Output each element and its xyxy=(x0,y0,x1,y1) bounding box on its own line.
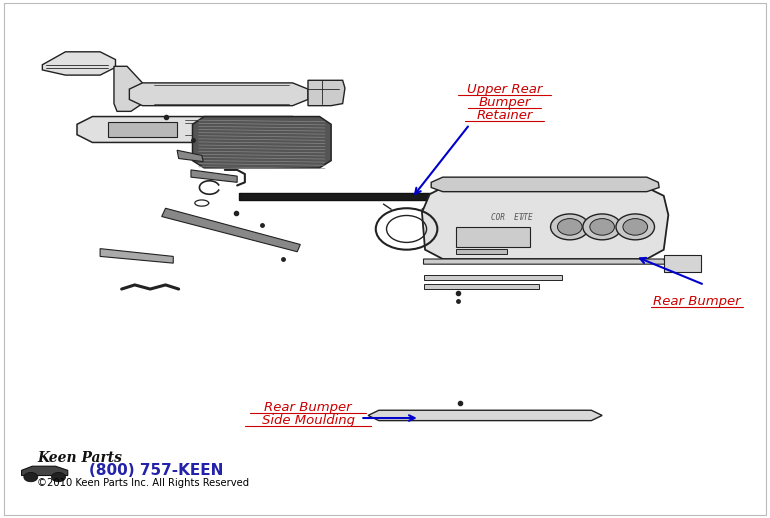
Polygon shape xyxy=(456,249,507,254)
Circle shape xyxy=(623,219,648,235)
Polygon shape xyxy=(77,117,308,142)
Polygon shape xyxy=(424,275,562,280)
Text: Side Moulding: Side Moulding xyxy=(262,414,354,427)
Polygon shape xyxy=(129,83,308,106)
Circle shape xyxy=(616,214,654,240)
Polygon shape xyxy=(424,284,539,289)
Text: Keen Parts: Keen Parts xyxy=(37,451,122,465)
Text: COR  ETTE: COR ETTE xyxy=(491,213,533,222)
Circle shape xyxy=(590,219,614,235)
Polygon shape xyxy=(192,117,331,168)
Polygon shape xyxy=(424,259,666,264)
Polygon shape xyxy=(308,80,345,106)
Polygon shape xyxy=(108,122,177,137)
Text: ©2010 Keen Parts Inc. All Rights Reserved: ©2010 Keen Parts Inc. All Rights Reserve… xyxy=(37,478,249,488)
Polygon shape xyxy=(42,52,116,75)
Circle shape xyxy=(24,472,38,482)
Polygon shape xyxy=(422,188,668,259)
Polygon shape xyxy=(100,249,173,263)
Polygon shape xyxy=(191,170,237,182)
Circle shape xyxy=(52,472,65,482)
Text: V: V xyxy=(519,213,524,222)
Polygon shape xyxy=(664,255,701,272)
Polygon shape xyxy=(22,466,68,476)
Polygon shape xyxy=(162,208,300,252)
Polygon shape xyxy=(368,410,602,421)
Polygon shape xyxy=(431,177,659,192)
Circle shape xyxy=(583,214,621,240)
Polygon shape xyxy=(447,223,476,231)
Text: Rear Bumper: Rear Bumper xyxy=(264,401,352,414)
Text: Bumper: Bumper xyxy=(478,96,531,109)
Circle shape xyxy=(557,219,582,235)
Polygon shape xyxy=(239,193,562,200)
Text: (800) 757-KEEN: (800) 757-KEEN xyxy=(89,463,223,478)
Text: Retainer: Retainer xyxy=(476,109,533,122)
Circle shape xyxy=(551,214,589,240)
Polygon shape xyxy=(177,150,203,162)
Text: Rear Bumper: Rear Bumper xyxy=(653,295,741,308)
Text: Upper Rear: Upper Rear xyxy=(467,83,542,96)
Polygon shape xyxy=(456,227,530,247)
Polygon shape xyxy=(114,66,142,111)
